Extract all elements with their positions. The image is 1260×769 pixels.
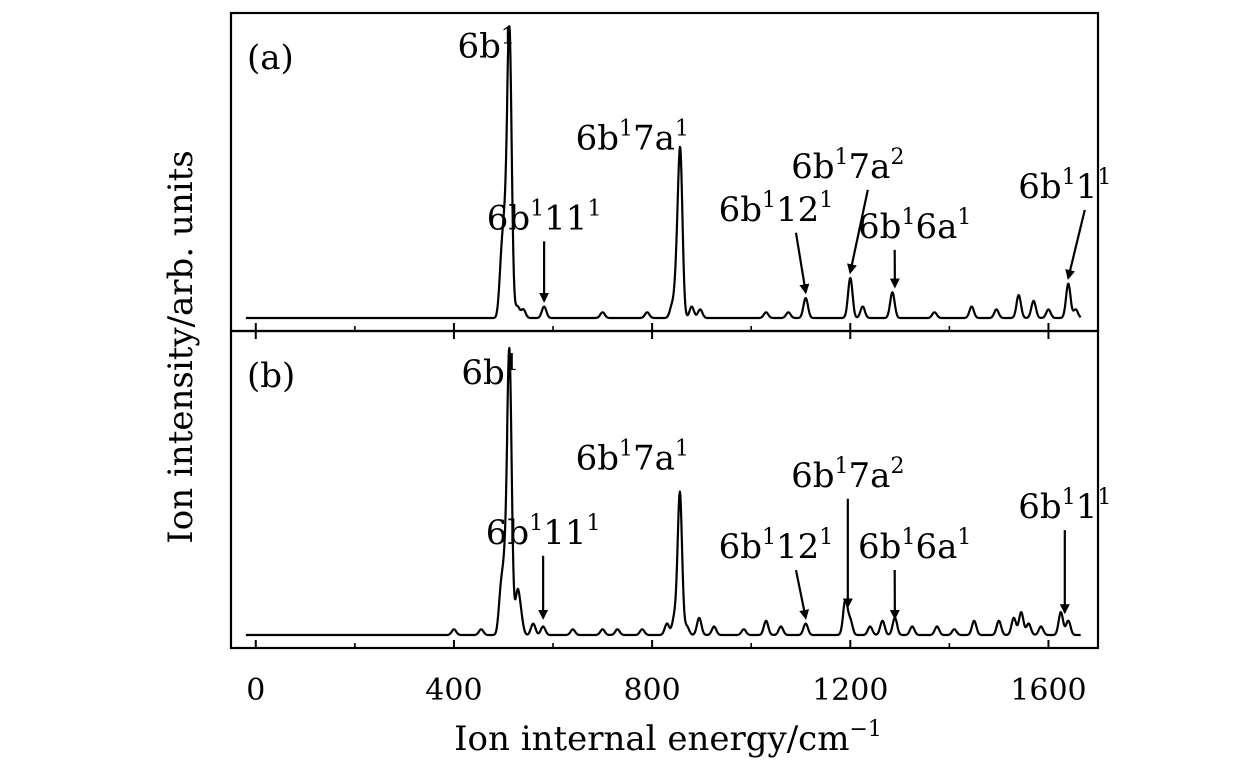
annotation-base: 6b [486, 513, 529, 553]
peak-annotation: 6b1 [461, 351, 518, 393]
annotation-superscript: 1 [587, 196, 601, 221]
annotation-superscript: 1 [675, 116, 689, 141]
annotation-arrow [794, 232, 810, 295]
panel-label: (b) [247, 356, 295, 396]
annotation-superscript: 1 [1097, 485, 1111, 510]
annotation-base: 6b [719, 190, 762, 230]
annotation-superscript: 1 [762, 188, 776, 213]
panel-b: (b) 6b16b17a16b11116b11216b17a26b16a16b11… [229, 329, 1111, 650]
x-axis-label-main: Ion internal energy/cm [454, 719, 849, 759]
annotation-superscript: 1 [901, 525, 915, 550]
annotation-superscript: 1 [619, 437, 633, 462]
annotation-base: 6b [858, 527, 901, 567]
peak-annotation: 6b17a2 [791, 454, 904, 496]
annotation-superscript: 1 [901, 205, 915, 230]
annotation-superscript: 1 [586, 511, 600, 536]
annotation-superscript: 1 [1062, 165, 1076, 190]
annotation-superscript: 1 [501, 25, 515, 50]
annotation-base: 7a [849, 456, 891, 496]
annotation-base: 6b [461, 353, 504, 393]
annotation-base: 6b [719, 527, 762, 567]
annotation-superscript: 1 [835, 145, 849, 170]
annotation-superscript: 1 [819, 525, 833, 550]
x-tick-label: 0 [246, 673, 265, 708]
annotation-base: 7a [849, 147, 891, 187]
peak-annotation: 6b1121 [719, 525, 834, 567]
annotation-superscript: 2 [890, 454, 904, 479]
annotation-superscript: 1 [529, 511, 543, 536]
peak-annotation: 6b111 [1018, 485, 1111, 527]
annotation-base: 6b [487, 198, 530, 238]
annotation-base: 12 [776, 527, 819, 567]
annotation-base: 7a [633, 439, 675, 479]
annotation-base: 1 [1076, 167, 1098, 207]
spectrum-line [245, 346, 1082, 637]
annotation-superscript: 1 [819, 188, 833, 213]
annotation-superscript: 1 [1097, 165, 1111, 190]
x-tick-label: 1200 [812, 673, 888, 708]
annotation-superscript: 1 [675, 437, 689, 462]
peak-annotation: 6b1121 [719, 188, 834, 230]
peak-annotation: 6b17a2 [791, 145, 904, 187]
annotation-superscript: 1 [1062, 485, 1076, 510]
peak-annotation: 6b1111 [486, 511, 601, 553]
annotation-base: 6b [858, 207, 901, 247]
annotation-base: 6b [1018, 487, 1061, 527]
y-axis-label: Ion intensity/arb. units [161, 150, 201, 543]
x-axis-label-superscript: −1 [849, 717, 881, 742]
peak-annotation: 6b1111 [487, 196, 602, 238]
annotation-arrow [794, 569, 810, 620]
annotation-base: 6b [791, 456, 834, 496]
annotation-base: 6b [791, 147, 834, 187]
annotation-base: 1 [1076, 487, 1098, 527]
annotation-base: 11 [543, 513, 586, 553]
annotation-arrow [847, 189, 869, 275]
annotation-superscript: 2 [890, 145, 904, 170]
panel-frame [229, 11, 1100, 333]
annotation-base: 7a [633, 118, 675, 158]
spectrum-line [245, 25, 1082, 320]
peak-annotation: 6b16a1 [858, 205, 971, 247]
annotation-base: 11 [544, 198, 587, 238]
peak-annotation: 6b16a1 [858, 525, 971, 567]
peak-annotation: 6b17a1 [576, 437, 689, 479]
panel-label: (a) [247, 38, 294, 78]
annotation-superscript: 1 [762, 525, 776, 550]
annotation-superscript: 1 [619, 116, 633, 141]
annotation-base: 6b [457, 27, 500, 67]
x-axis-label: Ion internal energy/cm−1 [454, 717, 882, 759]
x-axis: 0 400 800 1200 1600 [246, 673, 1086, 708]
annotation-base: 6b [576, 118, 619, 158]
annotation-base: 6b [576, 439, 619, 479]
annotation-superscript: 1 [957, 205, 971, 230]
annotation-base: 12 [776, 190, 819, 230]
annotation-superscript: 1 [957, 525, 971, 550]
annotation-superscript: 1 [505, 351, 519, 376]
annotation-arrow [1065, 209, 1086, 280]
annotation-superscript: 1 [835, 454, 849, 479]
x-tick-label: 800 [623, 673, 680, 708]
annotation-base: 6b [1018, 167, 1061, 207]
panel-frame [229, 329, 1100, 650]
annotation-base: 6a [915, 527, 957, 567]
peak-annotation: 6b111 [1018, 165, 1111, 207]
peak-annotation: 6b1 [457, 25, 514, 67]
annotation-base: 6a [915, 207, 957, 247]
x-tick-label: 1600 [1010, 673, 1086, 708]
x-tick-label: 400 [425, 673, 482, 708]
annotation-superscript: 1 [530, 196, 544, 221]
peak-annotation: 6b17a1 [576, 116, 689, 158]
